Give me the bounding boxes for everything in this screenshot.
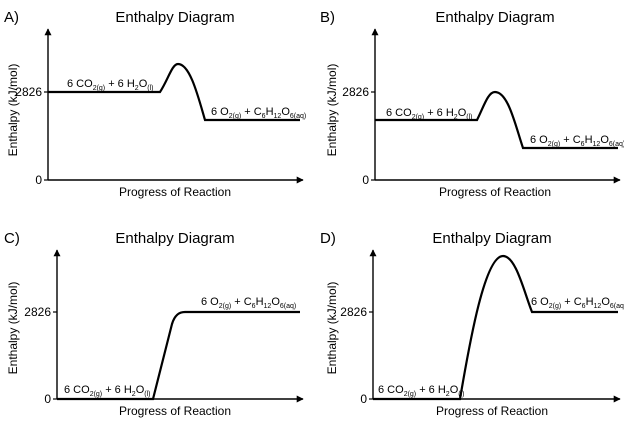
panel-d-tick-label-2826: 2826 (340, 305, 367, 319)
panel-b-x-axis-label: Progress of Reaction (439, 185, 551, 199)
formula-subscript: 12 (594, 303, 602, 310)
formula-subscript: 2(g) (93, 85, 105, 92)
formula-subscript: 6 (582, 303, 586, 310)
panel-a-tick-label-2826: 2826 (15, 85, 42, 99)
formula-text: O (281, 106, 290, 118)
panel-a-reactants-label: 6 CO2(g) + 6 H2O(l) (67, 78, 153, 92)
panel-c-reactants-label: 6 CO2(g) + 6 H2O(l) (64, 384, 150, 398)
panel-d-y-axis-label: Enthalpy (kJ/mol) (325, 282, 339, 375)
formula-subscript: (l) (458, 391, 464, 398)
formula-subscript: 6 (581, 141, 585, 148)
formula-subscript: 6(aq) (280, 303, 296, 310)
panel-c-energy-curve (57, 310, 300, 401)
formula-text: + C (561, 296, 582, 308)
formula-subscript: 2(g) (404, 391, 416, 398)
formula-subscript: 6 (262, 113, 266, 120)
formula-text: O (136, 384, 145, 396)
panel-a-products-label: 6 O2(g) + C6H12O6(aq) (211, 106, 306, 120)
formula-subscript: 6(aq) (609, 141, 624, 148)
formula-text: H (585, 134, 593, 146)
formula-subscript: 2(g) (90, 391, 102, 398)
panel-a: A) Enthalpy Diagram 2826 0 Enthalpy (kJ/… (4, 9, 306, 199)
panel-b-reactants-label: 6 CO2(g) + 6 H2O(l) (386, 107, 472, 121)
formula-text: H (256, 296, 264, 308)
panel-c-tick-label-2826: 2826 (24, 305, 51, 319)
panel-a-energy-curve (48, 62, 300, 122)
formula-subscript: 6(aq) (610, 303, 624, 310)
formula-text: + 6 H (416, 384, 446, 396)
panel-b-title: Enthalpy Diagram (435, 9, 554, 26)
panel-d: D) Enthalpy Diagram 2826 0 Enthalpy (kJ/… (320, 230, 624, 418)
formula-text: + 6 H (105, 78, 135, 90)
formula-subscript: 12 (274, 113, 282, 120)
formula-subscript: (l) (147, 85, 153, 92)
formula-subscript: 12 (264, 303, 272, 310)
panel-b-tick-label-2826: 2826 (342, 85, 369, 99)
formula-text: O (139, 78, 148, 90)
panel-a-y-axis-label: Enthalpy (kJ/mol) (6, 64, 20, 157)
formula-text: 6 CO (378, 384, 404, 396)
panel-d-energy-curve (373, 254, 618, 401)
formula-subscript: 12 (593, 141, 601, 148)
formula-subscript: 2(g) (412, 114, 424, 121)
formula-text: 6 O (530, 134, 548, 146)
formula-subscript: (l) (466, 114, 472, 121)
panel-c: C) Enthalpy Diagram 2826 0 Enthalpy (kJ/… (4, 230, 304, 418)
formula-text: O (450, 384, 459, 396)
formula-subscript: 2 (446, 391, 450, 398)
formula-text: 6 CO (64, 384, 90, 396)
panel-a-title: Enthalpy Diagram (115, 9, 234, 26)
formula-text: O (458, 107, 467, 119)
formula-subscript: 6(aq) (290, 113, 306, 120)
formula-subscript: 2 (132, 391, 136, 398)
formula-text: + 6 H (102, 384, 132, 396)
formula-text: O (601, 296, 610, 308)
formula-text: 6 CO (386, 107, 412, 119)
formula-text: + 6 H (424, 107, 454, 119)
formula-text: H (586, 296, 594, 308)
panel-c-tick-label-0: 0 (44, 392, 51, 406)
formula-subscript: 2 (135, 85, 139, 92)
formula-text: + C (560, 134, 581, 146)
formula-text: 6 O (211, 106, 229, 118)
formula-subscript: 2(g) (548, 141, 560, 148)
panel-b-tick-label-0: 0 (362, 173, 369, 187)
formula-text: 6 O (201, 296, 219, 308)
panel-b-energy-curve (375, 90, 618, 150)
formula-subscript: 2(g) (549, 303, 561, 310)
panel-b-products-label: 6 O2(g) + C6H12O6(aq) (530, 134, 624, 148)
formula-text: H (266, 106, 274, 118)
panel-c-title: Enthalpy Diagram (115, 230, 234, 247)
panel-d-letter: D) (320, 230, 336, 247)
panel-d-tick-label-0: 0 (360, 392, 367, 406)
panel-c-letter: C) (4, 230, 20, 247)
formula-subscript: 6 (252, 303, 256, 310)
panel-a-letter: A) (4, 9, 19, 26)
panel-a-x-axis-label: Progress of Reaction (119, 185, 231, 199)
panel-d-products-label: 6 O2(g) + C6H12O6(aq) (531, 296, 624, 310)
formula-text: + C (241, 106, 262, 118)
formula-subscript: 2(g) (219, 303, 231, 310)
panel-c-y-axis-label: Enthalpy (kJ/mol) (6, 282, 20, 375)
panel-d-x-axis-label: Progress of Reaction (436, 404, 548, 418)
formula-subscript: 2(g) (229, 113, 241, 120)
panel-a-tick-label-0: 0 (35, 173, 42, 187)
formula-text: 6 CO (67, 78, 93, 90)
formula-text: O (600, 134, 609, 146)
panel-b-y-axis-label: Enthalpy (kJ/mol) (325, 64, 339, 157)
formula-text: O (271, 296, 280, 308)
formula-text: 6 O (531, 296, 549, 308)
panel-b: B) Enthalpy Diagram 2826 0 Enthalpy (kJ/… (320, 9, 624, 199)
panel-d-title: Enthalpy Diagram (432, 230, 551, 247)
panel-b-letter: B) (320, 9, 335, 26)
panel-d-reactants-label: 6 CO2(g) + 6 H2O(l) (378, 384, 464, 398)
formula-subscript: 2 (454, 114, 458, 121)
formula-text: + C (231, 296, 252, 308)
panel-c-x-axis-label: Progress of Reaction (119, 404, 231, 418)
panel-c-products-label: 6 O2(g) + C6H12O6(aq) (201, 296, 296, 310)
formula-subscript: (l) (144, 391, 150, 398)
